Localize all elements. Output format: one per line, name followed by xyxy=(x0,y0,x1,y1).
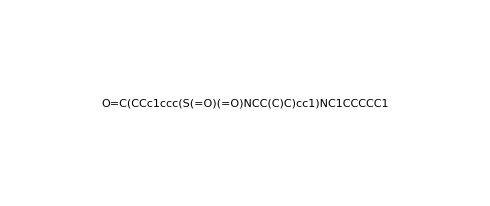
Text: O=C(CCc1ccc(S(=O)(=O)NCC(C)C)cc1)NC1CCCCC1: O=C(CCc1ccc(S(=O)(=O)NCC(C)C)cc1)NC1CCCC… xyxy=(101,98,389,108)
